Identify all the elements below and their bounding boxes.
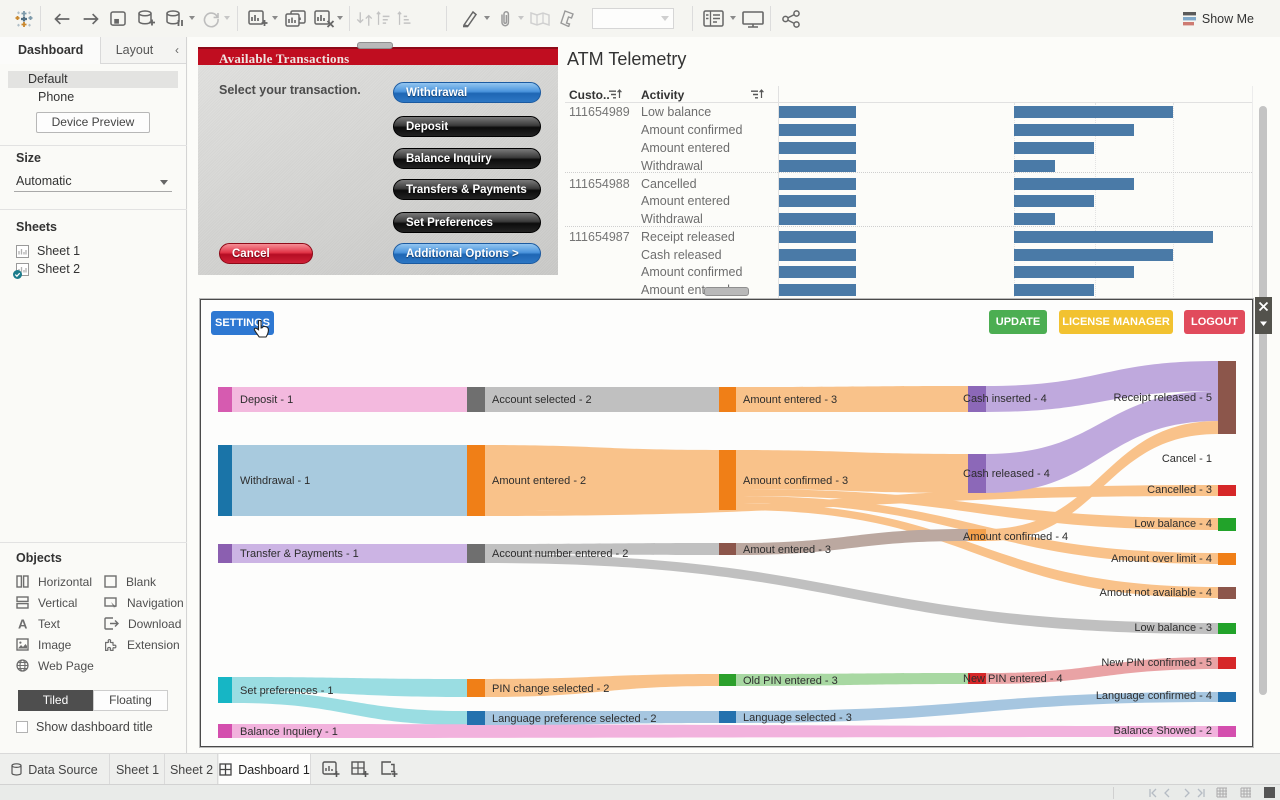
- svg-text:Balance Showed - 2: Balance Showed - 2: [1114, 725, 1212, 737]
- svg-text:Balance Inquiery - 1: Balance Inquiery - 1: [240, 726, 338, 738]
- svg-text:Amount over limit - 4: Amount over limit - 4: [1111, 553, 1212, 565]
- svg-text:Transfer & Payments - 1: Transfer & Payments - 1: [240, 548, 359, 560]
- svg-text:Amout not available - 4: Amout not available - 4: [1099, 587, 1212, 599]
- svg-text:Account number entered - 2: Account number entered - 2: [492, 548, 628, 560]
- svg-text:PIN change selected - 2: PIN change selected - 2: [492, 683, 609, 695]
- svg-text:Receipt released - 5: Receipt released - 5: [1114, 392, 1212, 404]
- svg-text:Set preferences - 1: Set preferences - 1: [240, 685, 334, 697]
- svg-text:Withdrawal - 1: Withdrawal - 1: [240, 475, 310, 487]
- svg-text:Amount confirmed - 3: Amount confirmed - 3: [743, 475, 848, 487]
- svg-text:Deposit - 1: Deposit - 1: [240, 394, 293, 406]
- svg-text:Low balance - 3: Low balance - 3: [1134, 622, 1212, 634]
- svg-text:New PIN confirmed - 5: New PIN confirmed - 5: [1101, 657, 1212, 669]
- svg-text:Low balance - 4: Low balance - 4: [1134, 518, 1212, 530]
- svg-text:Language confirmed - 4: Language confirmed - 4: [1096, 690, 1212, 702]
- svg-text:Language preference selected -: Language preference selected - 2: [492, 713, 657, 725]
- svg-text:Amout entered - 3: Amout entered - 3: [743, 544, 831, 556]
- svg-text:Cash released - 4: Cash released - 4: [963, 468, 1050, 480]
- svg-text:Amount entered - 3: Amount entered - 3: [743, 394, 837, 406]
- svg-text:Amount entered - 2: Amount entered - 2: [492, 475, 586, 487]
- svg-text:Cancel - 1: Cancel - 1: [1162, 453, 1212, 465]
- svg-text:New PIN entered - 4: New PIN entered - 4: [963, 673, 1063, 685]
- svg-text:Account selected - 2: Account selected - 2: [492, 394, 592, 406]
- svg-text:Cancelled - 3: Cancelled - 3: [1147, 484, 1212, 496]
- svg-text:Amount confirmed - 4: Amount confirmed - 4: [963, 531, 1068, 543]
- svg-text:Old PIN entered - 3: Old PIN entered - 3: [743, 675, 838, 687]
- svg-text:A: A: [18, 617, 28, 630]
- svg-text:Language selected - 3: Language selected - 3: [743, 712, 852, 724]
- svg-text:Cash inserted - 4: Cash inserted - 4: [963, 393, 1047, 405]
